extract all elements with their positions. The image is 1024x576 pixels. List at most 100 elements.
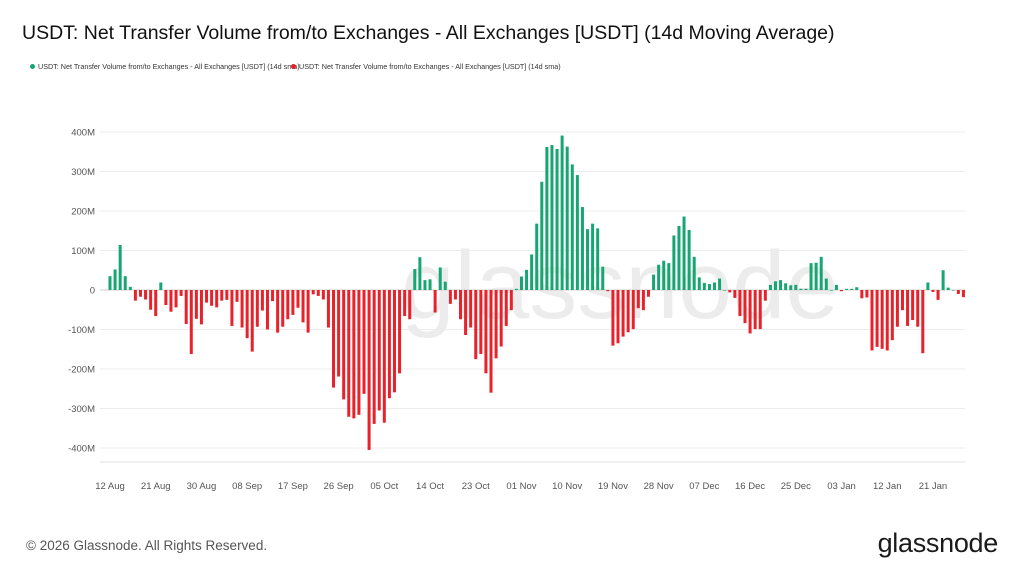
bar[interactable] bbox=[387, 290, 391, 399]
bar[interactable] bbox=[316, 290, 320, 296]
bar[interactable] bbox=[194, 290, 198, 319]
bar[interactable] bbox=[509, 290, 513, 311]
bar[interactable] bbox=[189, 290, 193, 354]
bar[interactable] bbox=[240, 290, 244, 328]
bar[interactable] bbox=[804, 288, 808, 290]
bar[interactable] bbox=[459, 290, 463, 320]
bar[interactable] bbox=[951, 290, 955, 291]
bar[interactable] bbox=[682, 216, 686, 290]
bar[interactable] bbox=[210, 290, 214, 306]
bar[interactable] bbox=[479, 290, 483, 354]
bar[interactable] bbox=[895, 290, 899, 327]
bar[interactable] bbox=[900, 290, 904, 311]
bar[interactable] bbox=[367, 290, 371, 450]
bar[interactable] bbox=[753, 290, 757, 330]
bar[interactable] bbox=[814, 262, 818, 290]
bar[interactable] bbox=[794, 284, 798, 290]
bar[interactable] bbox=[433, 290, 437, 313]
bar[interactable] bbox=[779, 280, 783, 290]
bar[interactable] bbox=[733, 290, 737, 298]
bar[interactable] bbox=[499, 290, 503, 347]
bar[interactable] bbox=[580, 207, 584, 290]
bar[interactable] bbox=[504, 290, 508, 326]
bar[interactable] bbox=[286, 290, 290, 320]
bar[interactable] bbox=[611, 290, 615, 346]
bar[interactable] bbox=[636, 290, 640, 309]
bar[interactable] bbox=[575, 175, 579, 290]
bar[interactable] bbox=[199, 290, 203, 325]
bar[interactable] bbox=[255, 290, 259, 327]
bar[interactable] bbox=[398, 290, 402, 374]
bar[interactable] bbox=[271, 290, 275, 302]
bar[interactable] bbox=[773, 281, 777, 290]
bar[interactable] bbox=[829, 290, 833, 291]
bar[interactable] bbox=[123, 276, 127, 290]
bar[interactable] bbox=[377, 290, 381, 411]
legend-item-positive[interactable]: USDT: Net Transfer Volume from/to Exchan… bbox=[30, 62, 300, 71]
glassnode-logo[interactable]: glassnode bbox=[877, 528, 999, 558]
bar[interactable] bbox=[448, 290, 452, 304]
bar[interactable] bbox=[707, 284, 711, 290]
bar[interactable] bbox=[260, 290, 264, 311]
bar[interactable] bbox=[626, 290, 630, 333]
bar[interactable] bbox=[347, 290, 351, 417]
bar[interactable] bbox=[591, 223, 595, 290]
bar[interactable] bbox=[118, 244, 122, 290]
bar[interactable] bbox=[565, 146, 569, 290]
bar[interactable] bbox=[337, 290, 341, 377]
bar[interactable] bbox=[652, 274, 656, 290]
bar[interactable] bbox=[138, 290, 142, 297]
bar[interactable] bbox=[545, 147, 549, 290]
bar[interactable] bbox=[870, 290, 874, 351]
bar[interactable] bbox=[799, 288, 803, 290]
bar[interactable] bbox=[845, 288, 849, 290]
bar[interactable] bbox=[296, 290, 300, 308]
bar[interactable] bbox=[250, 290, 254, 352]
bar[interactable] bbox=[662, 260, 666, 290]
bar[interactable] bbox=[956, 290, 960, 294]
bar[interactable] bbox=[149, 290, 153, 310]
bar[interactable] bbox=[169, 290, 173, 312]
bar[interactable] bbox=[718, 278, 722, 290]
bar[interactable] bbox=[154, 290, 158, 317]
bar[interactable] bbox=[133, 290, 137, 301]
bar[interactable] bbox=[184, 290, 188, 324]
bar[interactable] bbox=[890, 290, 894, 341]
bar[interactable] bbox=[220, 290, 224, 301]
bar[interactable] bbox=[469, 290, 473, 328]
bar[interactable] bbox=[306, 290, 310, 333]
bar[interactable] bbox=[713, 282, 717, 290]
bar[interactable] bbox=[535, 223, 539, 290]
bar[interactable] bbox=[514, 288, 518, 290]
bar[interactable] bbox=[362, 290, 366, 394]
bar[interactable] bbox=[245, 290, 249, 339]
bar[interactable] bbox=[687, 229, 691, 290]
bar[interactable] bbox=[372, 290, 376, 424]
bar[interactable] bbox=[560, 135, 564, 290]
bar[interactable] bbox=[525, 269, 529, 290]
bar[interactable] bbox=[342, 290, 346, 400]
bar[interactable] bbox=[621, 290, 625, 337]
bar[interactable] bbox=[489, 290, 493, 393]
bar[interactable] bbox=[911, 290, 915, 321]
bar[interactable] bbox=[875, 290, 879, 347]
bar[interactable] bbox=[738, 290, 742, 317]
bar[interactable] bbox=[936, 290, 940, 300]
bar[interactable] bbox=[530, 254, 534, 290]
bar[interactable] bbox=[453, 290, 457, 300]
bar[interactable] bbox=[697, 277, 701, 290]
bar[interactable] bbox=[961, 290, 965, 298]
bar[interactable] bbox=[413, 269, 417, 290]
bar[interactable] bbox=[443, 281, 447, 290]
bar[interactable] bbox=[921, 290, 925, 354]
bar[interactable] bbox=[550, 145, 554, 290]
bar[interactable] bbox=[570, 164, 574, 290]
bar[interactable] bbox=[850, 288, 854, 290]
bar[interactable] bbox=[880, 290, 884, 349]
bar[interactable] bbox=[616, 290, 620, 344]
bar[interactable] bbox=[474, 290, 478, 360]
bar[interactable] bbox=[484, 290, 488, 374]
bar[interactable] bbox=[555, 148, 559, 290]
bar[interactable] bbox=[428, 279, 432, 290]
bar[interactable] bbox=[692, 256, 696, 290]
